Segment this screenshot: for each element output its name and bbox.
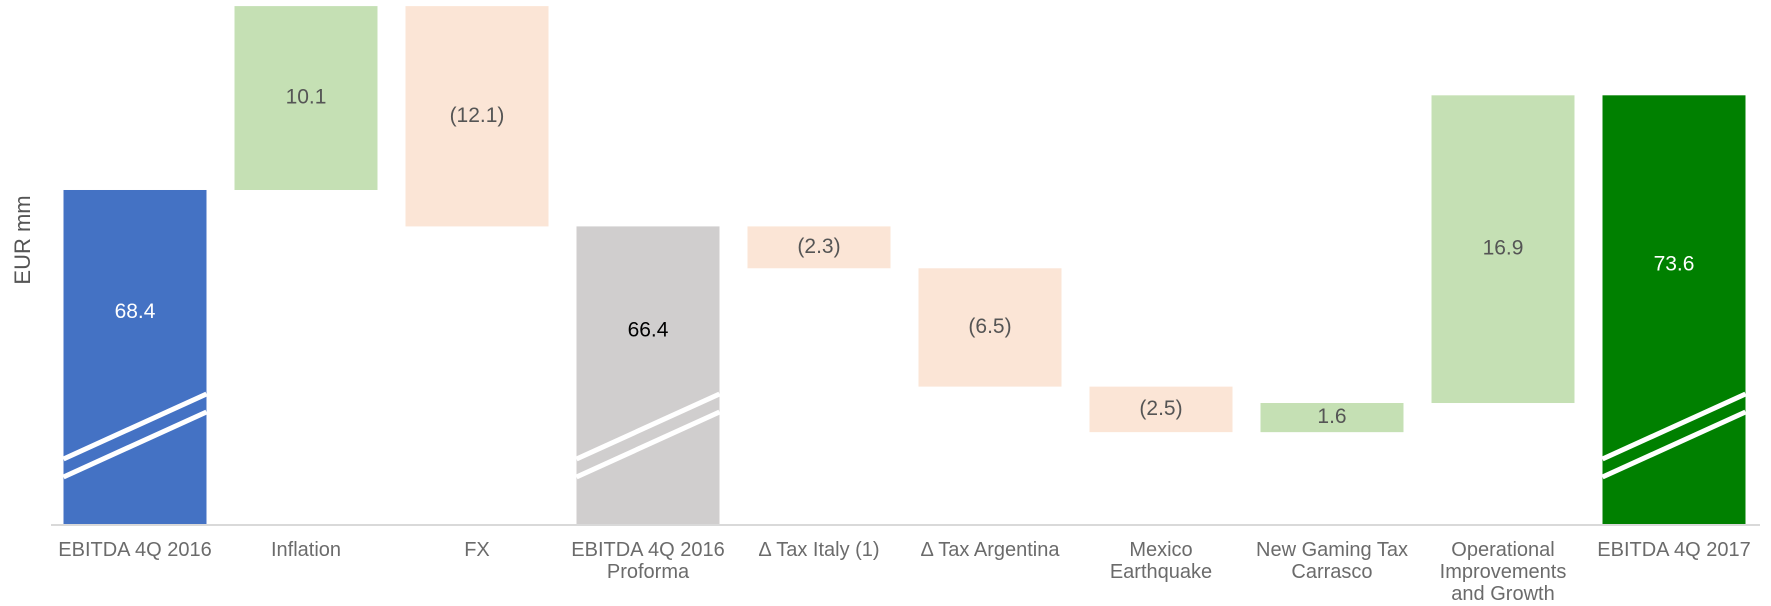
axis-break [1601, 409, 1747, 480]
x-tick-label: EBITDA 4Q 2017 [1597, 539, 1750, 561]
bar [747, 226, 891, 269]
value-label: (2.3) [797, 235, 840, 258]
x-tick-label: Mexico Earthquake [1110, 539, 1212, 583]
x-tick-label: Operational Improvements and Growth [1440, 539, 1567, 605]
x-tick-label: FX [464, 539, 490, 561]
axis-break [62, 409, 208, 480]
x-tick-label: Δ Tax Italy (1) [758, 539, 879, 561]
axis-break [575, 409, 721, 480]
x-tick-label: Δ Tax Argentina [920, 539, 1060, 561]
axis-break [575, 391, 721, 462]
bar [405, 6, 549, 227]
axis-break [62, 391, 208, 462]
value-label: 10.1 [286, 86, 327, 109]
value-label: (12.1) [450, 104, 505, 127]
bar [576, 226, 720, 525]
bar [1602, 95, 1746, 526]
value-label: 16.9 [1483, 237, 1524, 260]
x-tick-label: EBITDA 4Q 2016 [58, 539, 211, 561]
y-axis-label: EUR mm [10, 195, 35, 284]
bar [1260, 403, 1404, 433]
bar [63, 189, 207, 525]
bar [918, 268, 1062, 387]
axis-break [1601, 391, 1747, 462]
bar [234, 6, 378, 190]
value-label: 66.4 [628, 318, 669, 341]
value-label: 1.6 [1317, 405, 1346, 428]
bar [1431, 95, 1575, 404]
x-tick-label: New Gaming Tax Carrasco [1256, 539, 1408, 583]
value-label: 73.6 [1654, 253, 1695, 276]
x-tick-label: Inflation [271, 539, 341, 561]
value-label: 68.4 [115, 300, 156, 323]
x-tick-label: EBITDA 4Q 2016 Proforma [571, 539, 724, 583]
bar [1089, 386, 1233, 433]
value-label: (2.5) [1139, 397, 1182, 420]
value-label: (6.5) [968, 315, 1011, 338]
